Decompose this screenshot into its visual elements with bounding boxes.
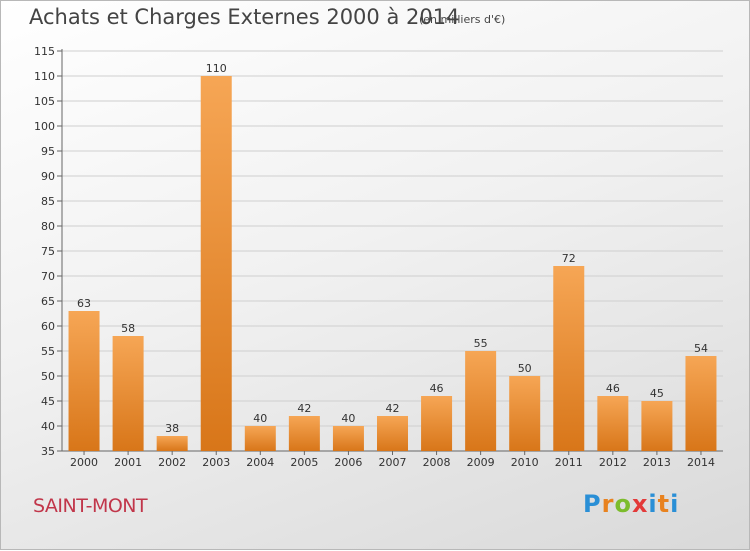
logo-letter: o: [614, 490, 632, 518]
x-tick-label: 2014: [687, 456, 715, 469]
x-tick-label: 2007: [379, 456, 407, 469]
logo-letter: P: [583, 490, 602, 518]
x-tick-label: 2010: [511, 456, 539, 469]
bar: [685, 356, 717, 451]
bar-value-label: 72: [562, 252, 576, 265]
y-tick-label: 70: [41, 270, 55, 283]
bar: [509, 376, 541, 451]
x-tick-label: 2009: [467, 456, 495, 469]
y-tick-label: 45: [41, 395, 55, 408]
x-tick-label: 2012: [599, 456, 627, 469]
bar: [597, 396, 629, 451]
x-tick-label: 2011: [555, 456, 583, 469]
bar: [68, 311, 100, 451]
bar: [332, 426, 364, 451]
bar: [244, 426, 276, 451]
y-tick-label: 40: [41, 420, 55, 433]
bar-value-label: 40: [341, 412, 355, 425]
bar: [156, 436, 188, 451]
y-tick-label: 95: [41, 145, 55, 158]
chart-subtitle: (en milliers d'€): [419, 13, 506, 26]
x-tick-label: 2000: [70, 456, 98, 469]
bar-value-label: 40: [253, 412, 267, 425]
x-tick-label: 2008: [423, 456, 451, 469]
bar: [112, 336, 144, 451]
y-tick-label: 115: [34, 45, 55, 58]
y-tick-label: 90: [41, 170, 55, 183]
logo-letter: i: [670, 490, 680, 518]
logo-letter: i: [648, 490, 658, 518]
y-tick-label: 85: [41, 195, 55, 208]
x-tick-label: 2004: [246, 456, 274, 469]
bar-value-label: 54: [694, 342, 708, 355]
bar: [421, 396, 453, 451]
y-tick-label: 65: [41, 295, 55, 308]
bar-value-label: 45: [650, 387, 664, 400]
bar-value-label: 63: [77, 297, 91, 310]
bar-value-label: 46: [430, 382, 444, 395]
bar-value-label: 110: [206, 62, 227, 75]
bar-value-label: 46: [606, 382, 620, 395]
bar: [377, 416, 408, 451]
town-name: SAINT-MONT: [33, 495, 148, 517]
bar-value-label: 58: [121, 322, 135, 335]
bar: [288, 416, 320, 451]
bar: [465, 351, 497, 451]
x-tick-label: 2002: [158, 456, 186, 469]
x-tick-label: 2005: [290, 456, 318, 469]
x-tick-label: 2006: [334, 456, 362, 469]
y-tick-label: 80: [41, 220, 55, 233]
bar: [641, 401, 673, 451]
proxiti-logo: Proxiti: [583, 490, 679, 518]
bar-value-label: 55: [474, 337, 488, 350]
y-tick-label: 100: [34, 120, 55, 133]
logo-letter: r: [601, 490, 615, 518]
bar-value-label: 50: [518, 362, 532, 375]
bar-value-label: 38: [165, 422, 179, 435]
bar-value-label: 42: [386, 402, 400, 415]
bar: [553, 266, 585, 451]
y-tick-label: 35: [41, 445, 55, 458]
y-tick-label: 110: [34, 70, 55, 83]
chart-title: Achats et Charges Externes 2000 à 2014: [29, 5, 460, 29]
y-tick-label: 50: [41, 370, 55, 383]
x-tick-label: 2013: [643, 456, 671, 469]
y-tick-label: 75: [41, 245, 55, 258]
x-tick-label: 2003: [202, 456, 230, 469]
y-tick-label: 55: [41, 345, 55, 358]
bar-value-label: 42: [297, 402, 311, 415]
x-tick-label: 2001: [114, 456, 142, 469]
y-tick-label: 60: [41, 320, 55, 333]
y-tick-label: 105: [34, 95, 55, 108]
logo-letter: t: [657, 490, 671, 518]
bar: [200, 76, 232, 451]
logo-letter: x: [631, 490, 649, 518]
